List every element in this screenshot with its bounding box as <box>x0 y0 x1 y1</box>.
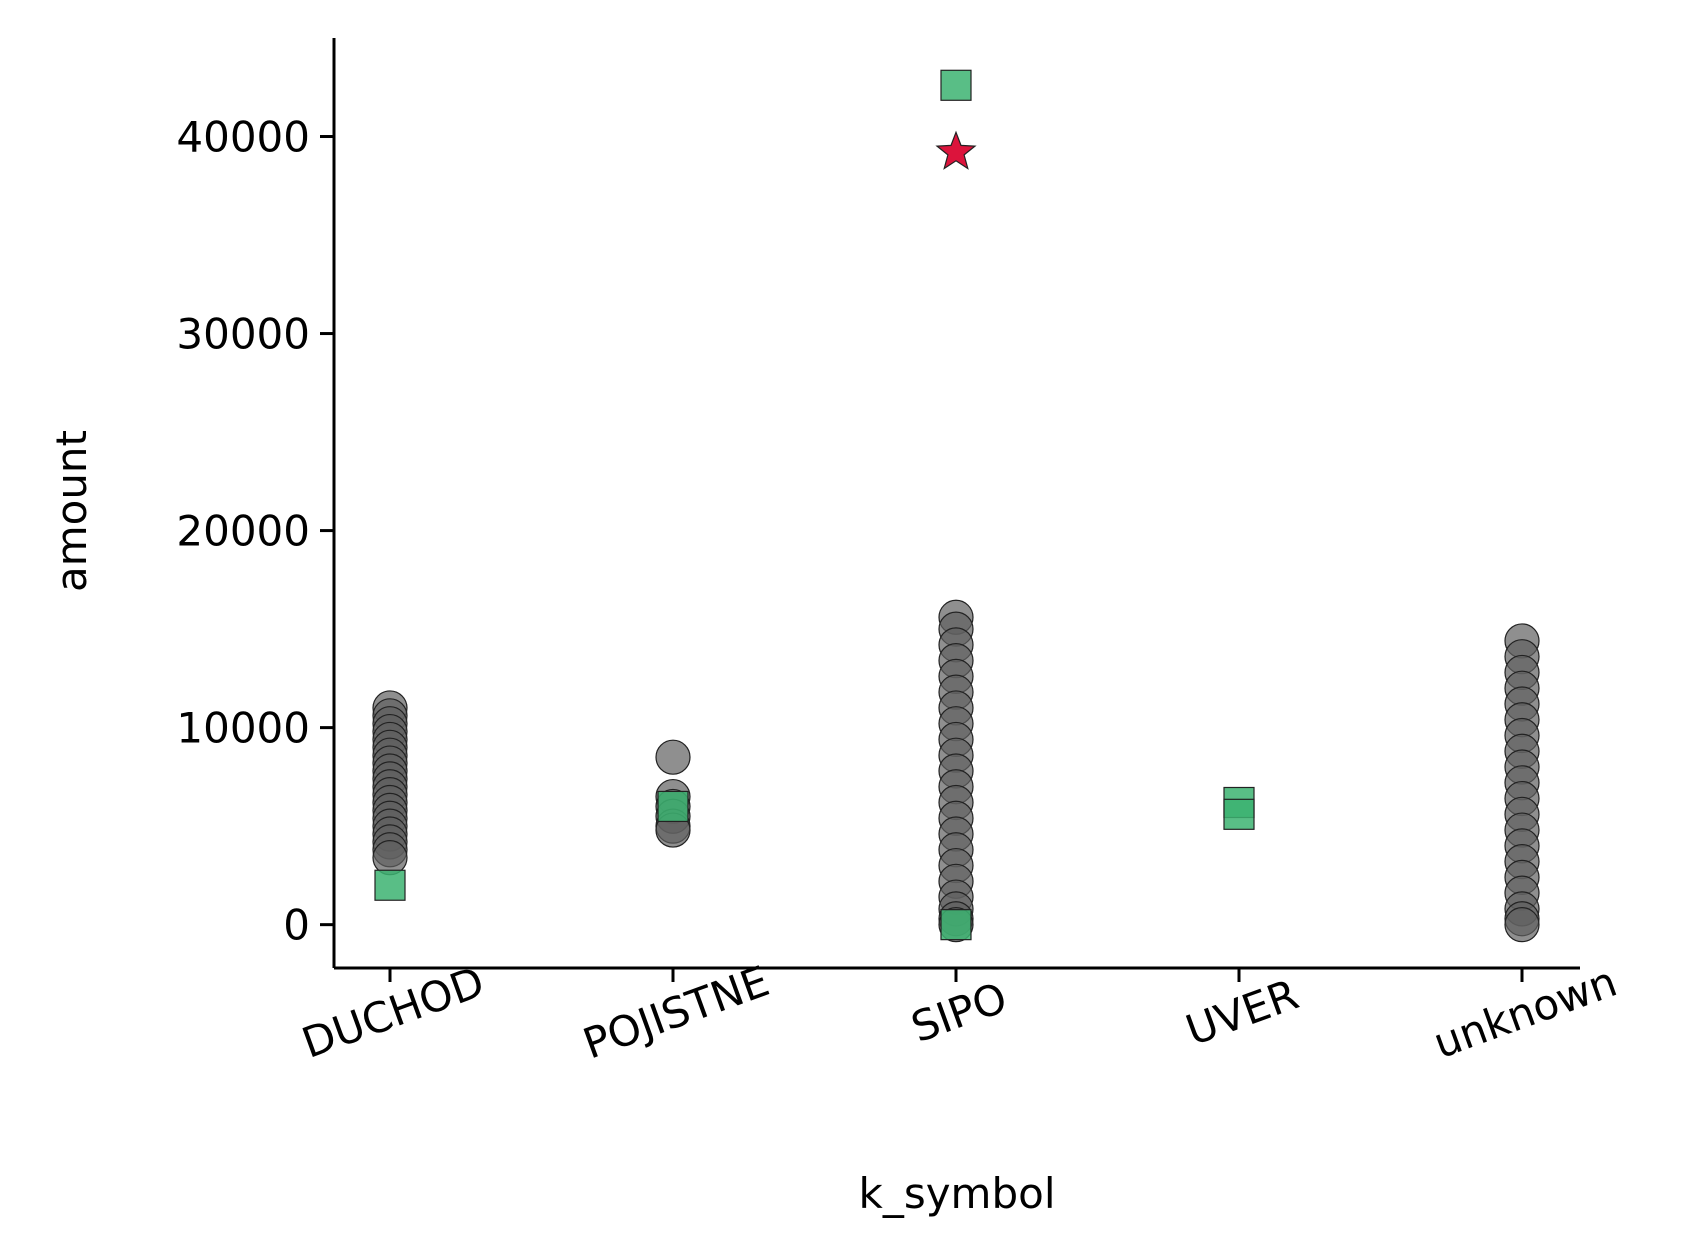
data-points <box>372 69 1540 943</box>
x-tick-label: SIPO <box>905 973 1013 1052</box>
data-point-circle <box>372 840 408 876</box>
data-point-square <box>374 869 406 901</box>
y-axis-ticks: 0 10000 20000 30000 40000 <box>176 113 334 950</box>
data-point-circle <box>1504 907 1540 943</box>
x-tick-label: POJISTNE <box>577 956 776 1068</box>
x-tick-label: UVER <box>1180 970 1305 1055</box>
y-tick-label: 40000 <box>176 113 310 162</box>
y-tick-label: 0 <box>283 901 310 950</box>
x-tick-label: unknown <box>1427 957 1623 1068</box>
x-tick-label: DUCHOD <box>296 957 491 1068</box>
data-point-star <box>935 130 977 170</box>
y-axis-title: amount <box>47 430 96 592</box>
data-point-square <box>1223 798 1255 830</box>
y-tick-label: 20000 <box>176 507 310 556</box>
y-tick-label: 30000 <box>176 310 310 359</box>
data-point-square <box>940 69 972 101</box>
data-point-circle <box>655 739 691 775</box>
y-tick-label: 10000 <box>176 704 310 753</box>
data-point-square <box>657 790 689 823</box>
data-point-square <box>940 909 972 941</box>
x-axis-ticks: DUCHOD POJISTNE SIPO UVER unknown <box>296 956 1623 1068</box>
x-axis-title: k_symbol <box>859 1169 1056 1218</box>
